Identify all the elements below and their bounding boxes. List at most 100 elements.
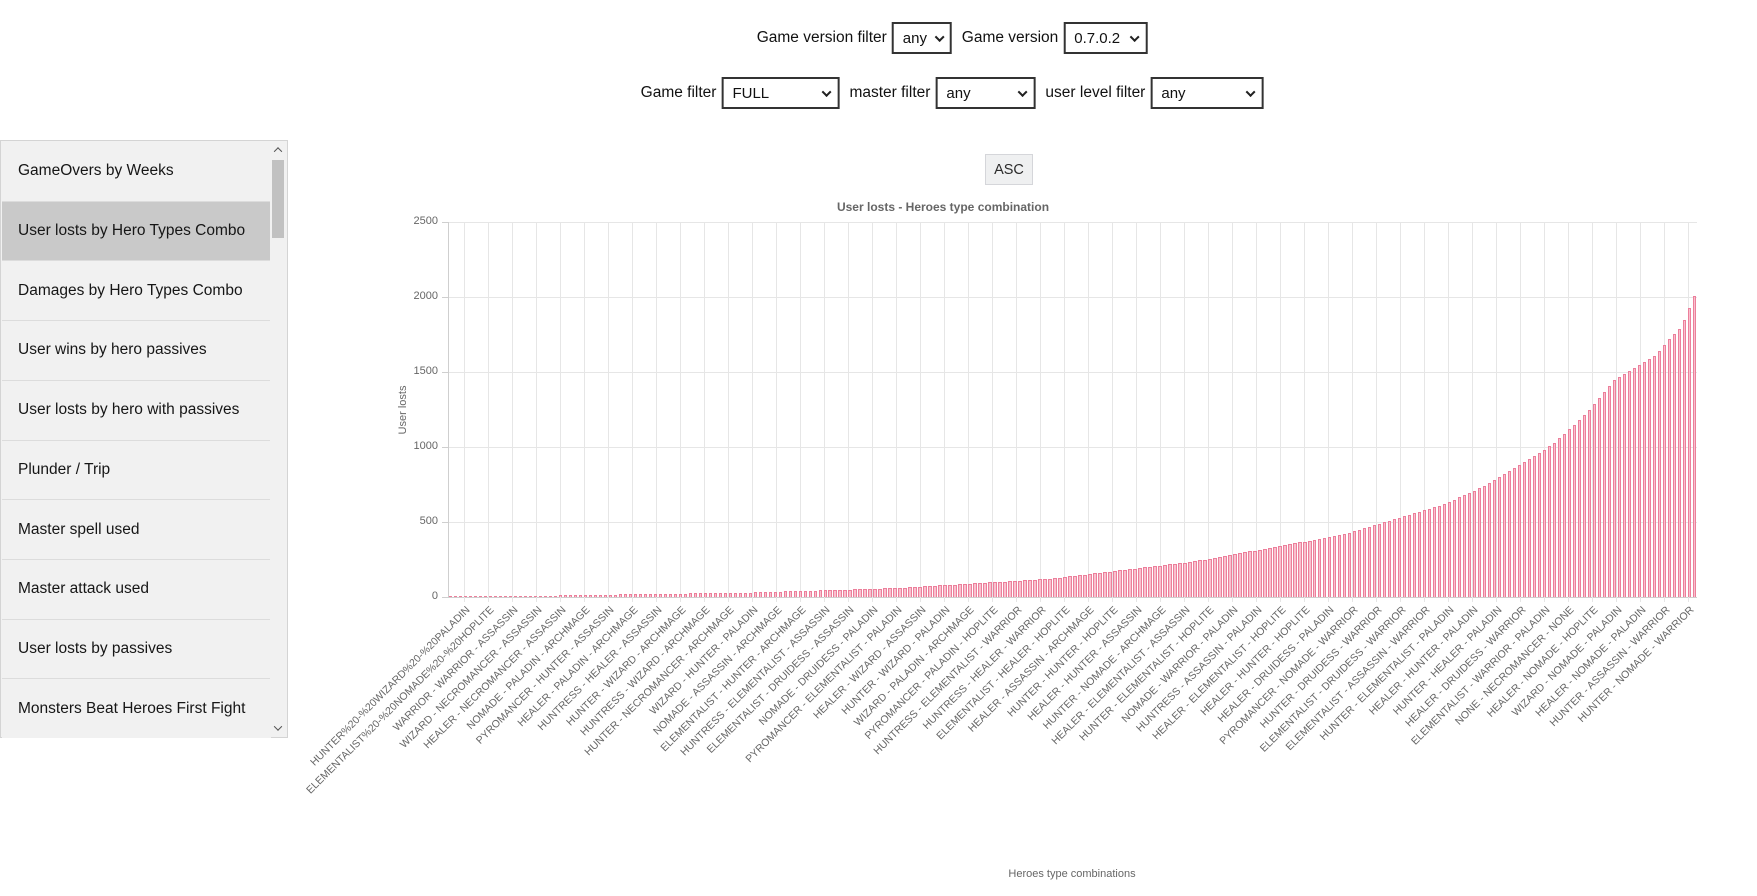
bar[interactable]: [1108, 571, 1112, 597]
bar[interactable]: [668, 593, 672, 597]
bar[interactable]: [1053, 578, 1057, 597]
bar[interactable]: [1293, 543, 1297, 597]
bar[interactable]: [698, 593, 702, 597]
bar[interactable]: [828, 590, 832, 597]
bar[interactable]: [1448, 501, 1452, 597]
bar[interactable]: [1567, 429, 1572, 597]
bar[interactable]: [1627, 370, 1632, 597]
bar[interactable]: [768, 591, 772, 597]
bar[interactable]: [748, 592, 752, 597]
bar[interactable]: [1507, 471, 1512, 597]
bar[interactable]: [723, 592, 727, 597]
bar[interactable]: [1238, 553, 1242, 597]
bar[interactable]: [728, 592, 732, 597]
bar[interactable]: [1008, 581, 1012, 597]
bar[interactable]: [1028, 580, 1032, 597]
bar[interactable]: [1512, 468, 1517, 597]
bar[interactable]: [878, 588, 882, 597]
bar[interactable]: [883, 588, 887, 597]
bar[interactable]: [803, 590, 807, 597]
bar[interactable]: [673, 593, 677, 597]
bar[interactable]: [1542, 450, 1547, 597]
bar[interactable]: [738, 592, 742, 597]
sidebar-item-plunder-trip[interactable]: Plunder / Trip: [2, 439, 271, 500]
bar[interactable]: [1213, 557, 1217, 597]
bar[interactable]: [623, 594, 628, 597]
bar[interactable]: [1173, 563, 1177, 597]
bar[interactable]: [1457, 497, 1462, 597]
bar[interactable]: [1333, 536, 1337, 597]
bar[interactable]: [1198, 560, 1202, 597]
bar[interactable]: [1133, 568, 1137, 597]
bar[interactable]: [598, 594, 603, 597]
sidebar-item-master-attack-used[interactable]: Master attack used: [2, 558, 271, 619]
bar[interactable]: [523, 595, 528, 597]
bar[interactable]: [1353, 531, 1357, 597]
bar[interactable]: [1403, 516, 1407, 597]
bar[interactable]: [1423, 510, 1427, 597]
bar[interactable]: [1208, 558, 1212, 597]
bar[interactable]: [1038, 579, 1042, 597]
bar[interactable]: [858, 589, 862, 597]
bar[interactable]: [1647, 358, 1652, 597]
bar[interactable]: [793, 591, 797, 597]
bar[interactable]: [1043, 579, 1047, 597]
bar[interactable]: [1358, 529, 1362, 597]
bar[interactable]: [938, 585, 942, 597]
bar[interactable]: [1258, 549, 1262, 597]
scrollbar-up-icon[interactable]: [270, 142, 286, 158]
bar[interactable]: [1682, 319, 1687, 597]
bar[interactable]: [823, 590, 827, 597]
bar[interactable]: [943, 585, 947, 597]
bar[interactable]: [1383, 522, 1387, 597]
bar[interactable]: [1313, 539, 1317, 597]
bar[interactable]: [1612, 379, 1617, 597]
bar[interactable]: [1143, 567, 1147, 597]
bar[interactable]: [898, 587, 902, 597]
sidebar-scrollbar[interactable]: [270, 142, 286, 736]
bar[interactable]: [1023, 580, 1027, 597]
bar[interactable]: [918, 586, 922, 597]
bar[interactable]: [553, 595, 558, 597]
bar[interactable]: [1278, 546, 1282, 597]
bar[interactable]: [1562, 433, 1567, 597]
bar[interactable]: [473, 596, 478, 597]
bar[interactable]: [1587, 409, 1592, 597]
bar[interactable]: [1218, 556, 1222, 597]
bar[interactable]: [1303, 541, 1307, 597]
bar[interactable]: [1652, 355, 1657, 597]
bar[interactable]: [563, 595, 568, 597]
bar[interactable]: [508, 596, 513, 597]
bar[interactable]: [1083, 574, 1087, 597]
bar[interactable]: [1527, 459, 1532, 597]
bar[interactable]: [1687, 307, 1692, 597]
bar[interactable]: [1672, 333, 1677, 597]
bar[interactable]: [1467, 492, 1472, 597]
bar[interactable]: [1662, 345, 1667, 597]
bar[interactable]: [783, 591, 787, 597]
bar[interactable]: [1113, 570, 1117, 597]
bar[interactable]: [658, 593, 663, 597]
scrollbar-down-icon[interactable]: [270, 720, 286, 736]
bar[interactable]: [1158, 565, 1162, 597]
bar[interactable]: [603, 594, 608, 597]
bar[interactable]: [1388, 520, 1392, 597]
bar[interactable]: [1268, 547, 1272, 597]
bar[interactable]: [1572, 424, 1577, 597]
sidebar-item-gameovers-by-weeks[interactable]: GameOvers by Weeks: [2, 141, 271, 201]
bar[interactable]: [963, 583, 967, 597]
bar[interactable]: [1288, 544, 1292, 597]
bar[interactable]: [593, 594, 598, 597]
bar[interactable]: [1607, 385, 1612, 597]
bar[interactable]: [1617, 376, 1622, 597]
bar[interactable]: [818, 590, 822, 597]
bar[interactable]: [1637, 364, 1642, 597]
bar[interactable]: [1168, 564, 1172, 597]
bar[interactable]: [1642, 361, 1647, 597]
bar[interactable]: [1502, 474, 1507, 597]
bar[interactable]: [1088, 573, 1092, 597]
bar[interactable]: [1517, 465, 1522, 597]
bar[interactable]: [718, 592, 722, 597]
bar[interactable]: [843, 589, 847, 597]
bar[interactable]: [573, 595, 578, 597]
